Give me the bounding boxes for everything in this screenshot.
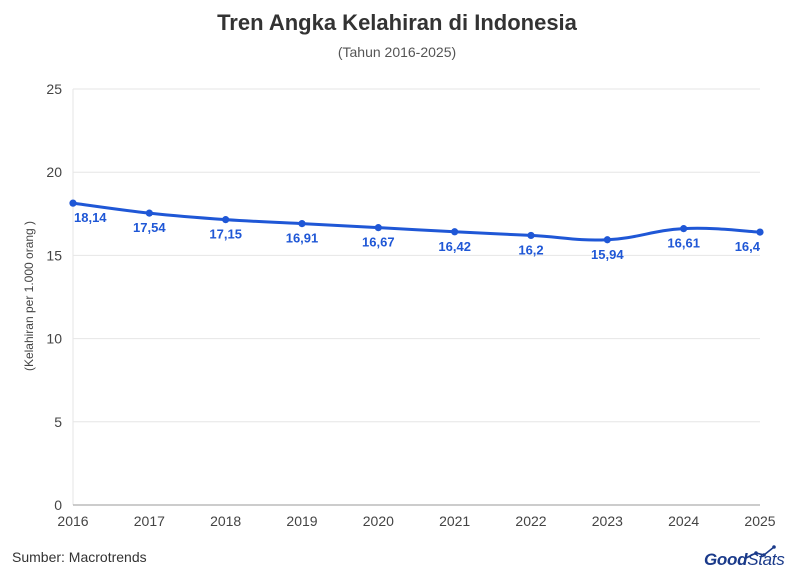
brand-wordmark: GoodStats: [704, 550, 785, 570]
x-tick-label: 2024: [668, 513, 699, 529]
y-tick-label: 5: [54, 414, 62, 430]
x-tick-label: 2021: [439, 513, 470, 529]
source-note: Sumber: Macrotrends: [12, 549, 147, 565]
y-tick-label: 10: [46, 331, 62, 347]
series: [69, 199, 764, 244]
x-tick-label: 2019: [286, 513, 317, 529]
chart-subtitle: (Tahun 2016-2025): [337, 44, 457, 60]
y-tick-label: 20: [46, 164, 62, 180]
x-tick-label: 2022: [515, 513, 546, 529]
y-axis-label: (Kelahiran per 1.000 orang ): [22, 221, 36, 371]
data-point[interactable]: [145, 209, 153, 217]
series-line: [71, 201, 762, 242]
brand-stats: Stats: [747, 550, 785, 569]
data-point[interactable]: [374, 224, 382, 232]
data-point[interactable]: [527, 231, 535, 240]
data-point[interactable]: [451, 228, 459, 236]
goodstats-logo: GoodStats: [704, 544, 790, 572]
x-tick-label: 2020: [363, 513, 394, 529]
x-tick-label: 2018: [210, 513, 241, 529]
y-tick-label: 25: [46, 81, 62, 97]
data-point[interactable]: [603, 236, 611, 244]
data-label: 17,54: [133, 220, 166, 235]
x-tick-label: 2016: [57, 513, 88, 529]
x-tick-label: 2017: [134, 513, 165, 529]
data-label: 16,67: [362, 235, 395, 250]
gridlines: [73, 88, 760, 423]
data-point[interactable]: [222, 216, 230, 224]
data-labels: 18,14 17,54 17,15 16,91 16,67 16,42 16,2 15,94 1…: [74, 210, 761, 262]
data-point[interactable]: [298, 220, 306, 228]
x-tick-label: 2023: [592, 513, 623, 529]
data-label: 16,4: [735, 239, 761, 254]
data-label: 17,15: [209, 227, 242, 242]
data-point[interactable]: [756, 228, 764, 236]
chart-spark-icon: [745, 545, 776, 559]
brand-good: Good: [704, 550, 748, 569]
chart-title: Tren Angka Kelahiran di Indonesia: [217, 10, 577, 35]
y-tick-label: 15: [46, 247, 62, 263]
data-label: 16,42: [438, 239, 471, 254]
data-point[interactable]: [680, 225, 688, 233]
data-point[interactable]: [69, 199, 77, 207]
y-tick-label: 0: [54, 497, 62, 513]
data-label: 16,91: [286, 231, 319, 246]
data-label: 15,94: [591, 247, 624, 262]
data-label: 16,2: [518, 242, 543, 257]
data-label: 16,61: [667, 236, 700, 251]
data-label: 18,14: [74, 210, 107, 225]
x-tick-label: 2025: [744, 513, 775, 529]
